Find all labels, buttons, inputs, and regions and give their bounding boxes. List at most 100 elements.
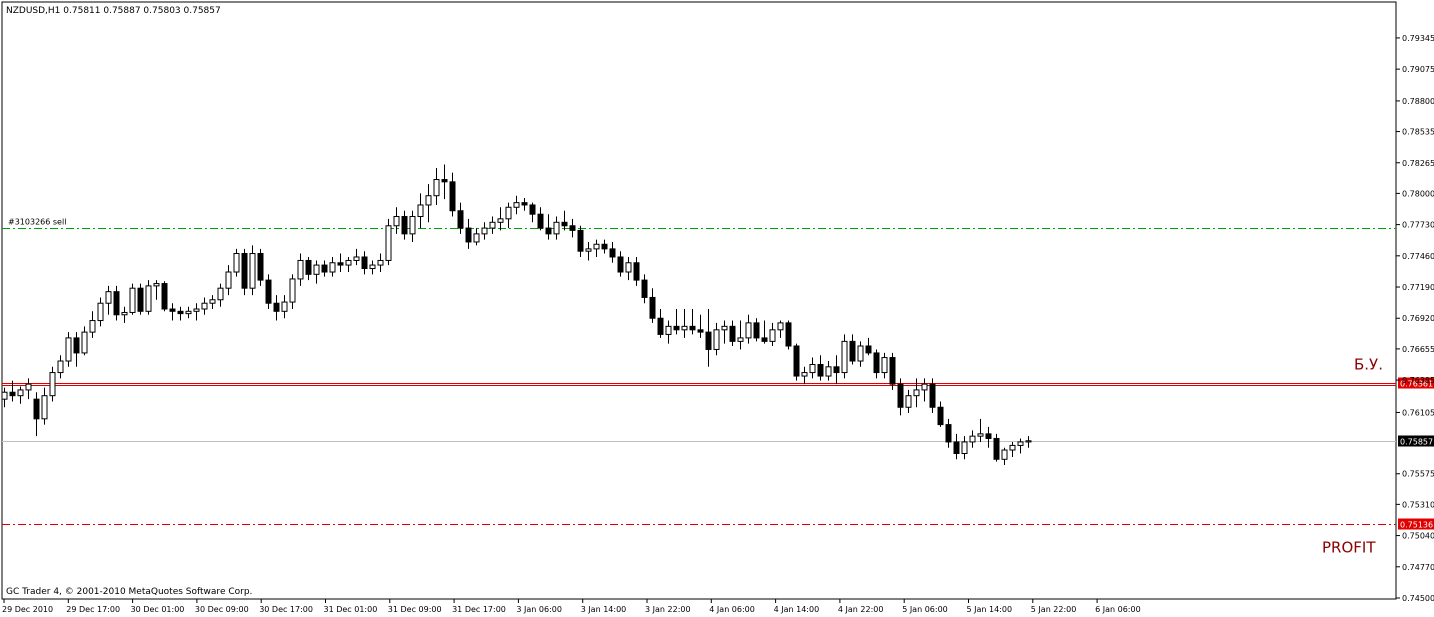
- candle: [833, 355, 840, 385]
- candle: [89, 311, 96, 338]
- y-tick-label: 0.76655: [1402, 345, 1434, 354]
- candle-body: [561, 221, 568, 227]
- candle: [225, 265, 232, 296]
- candle: [745, 314, 752, 344]
- candle: [113, 285, 120, 321]
- candle: [473, 228, 480, 246]
- candle: [513, 195, 520, 215]
- candle: [929, 378, 936, 414]
- candle: [721, 320, 728, 344]
- candle: [809, 357, 816, 379]
- candle: [81, 326, 88, 356]
- y-tick-label: 0.77460: [1402, 252, 1434, 261]
- candle-body: [657, 317, 664, 335]
- candle-body: [505, 206, 512, 220]
- candle-body: [449, 181, 456, 212]
- candle-body: [457, 210, 464, 229]
- candle-body: [153, 283, 160, 287]
- x-tick-label: 5 Jan 14:00: [967, 605, 1013, 614]
- candle: [401, 210, 408, 240]
- y-tick-label: 0.77190: [1402, 283, 1434, 292]
- y-tick-label: 0.74500: [1402, 594, 1434, 603]
- candle: [777, 320, 784, 338]
- x-tick-label: 31 Dec 01:00: [324, 605, 378, 614]
- candle: [881, 352, 888, 379]
- candle: [609, 241, 616, 263]
- candle-body: [753, 322, 760, 339]
- candle: [345, 256, 352, 273]
- candle: [305, 256, 312, 281]
- time-axis: 29 Dec 2010 29 Dec 17:00 30 Dec 01:00 30 De…: [2, 599, 1141, 614]
- candle: [1, 387, 8, 408]
- y-tick-label: 0.77730: [1402, 221, 1434, 230]
- y-tick-label: 0.76385: [1402, 376, 1434, 385]
- candle-body: [833, 366, 840, 374]
- candle-body: [521, 202, 528, 206]
- x-tick-label: 5 Jan 06:00: [902, 605, 948, 614]
- candle-body: [921, 383, 928, 391]
- candle: [665, 320, 672, 344]
- candle-body: [553, 221, 560, 235]
- candle-body: [489, 221, 496, 229]
- candle: [593, 239, 600, 257]
- candle: [529, 202, 536, 223]
- candle-body: [441, 179, 448, 183]
- y-tick-label: 0.78535: [1402, 128, 1434, 137]
- order-label: #3103266 sell: [8, 218, 66, 227]
- candle-body: [497, 218, 504, 223]
- candle-body: [289, 278, 296, 303]
- candle: [577, 225, 584, 257]
- x-tick-label: 3 Jan 14:00: [581, 605, 627, 614]
- candle: [673, 309, 680, 335]
- candle: [241, 248, 248, 296]
- candle-body: [873, 352, 880, 374]
- candle: [177, 306, 184, 321]
- y-tick-label: 0.75575: [1402, 470, 1434, 479]
- candle: [817, 355, 824, 381]
- candle-body: [849, 340, 856, 362]
- candle-body: [705, 331, 712, 350]
- candle: [785, 320, 792, 350]
- candle: [57, 355, 64, 379]
- copyright-text: GC Trader 4, © 2001-2010 MetaQuotes Soft…: [6, 587, 252, 597]
- candle: [993, 433, 1000, 462]
- candle-body: [193, 308, 200, 312]
- candle: [825, 361, 832, 381]
- candle-body: [529, 204, 536, 215]
- candle-body: [353, 256, 360, 261]
- candle-body: [825, 366, 832, 377]
- x-tick-label: 3 Jan 22:00: [645, 605, 691, 614]
- candle: [729, 320, 736, 346]
- candle: [425, 184, 432, 223]
- candle-body: [233, 253, 240, 273]
- profit-annotation: PROFIT: [1322, 539, 1376, 557]
- candle-body: [145, 285, 152, 312]
- candle: [185, 306, 192, 319]
- x-tick-label: 30 Dec 09:00: [195, 605, 249, 614]
- candle: [33, 392, 40, 437]
- price-tag-profit: [1398, 518, 1434, 530]
- candle: [321, 260, 328, 277]
- candle: [793, 343, 800, 381]
- x-tick-label: 6 Jan 06:00: [1095, 605, 1141, 614]
- candle-body: [297, 259, 304, 280]
- candle-body: [273, 302, 280, 312]
- candle: [433, 167, 440, 205]
- x-tick-label: 30 Dec 01:00: [131, 605, 185, 614]
- candle: [129, 283, 136, 315]
- candle-body: [513, 202, 520, 208]
- candle: [921, 378, 928, 402]
- candle-body: [369, 264, 376, 270]
- candle-body: [729, 325, 736, 342]
- candle: [737, 320, 744, 350]
- candle-body: [425, 195, 432, 206]
- y-tick-label: 0.76105: [1402, 408, 1434, 417]
- candle-body: [121, 311, 128, 316]
- candle: [161, 281, 168, 312]
- candle: [417, 193, 424, 229]
- candle: [1001, 447, 1008, 466]
- candle-body: [313, 264, 320, 275]
- candle: [873, 349, 880, 379]
- candle: [697, 314, 704, 338]
